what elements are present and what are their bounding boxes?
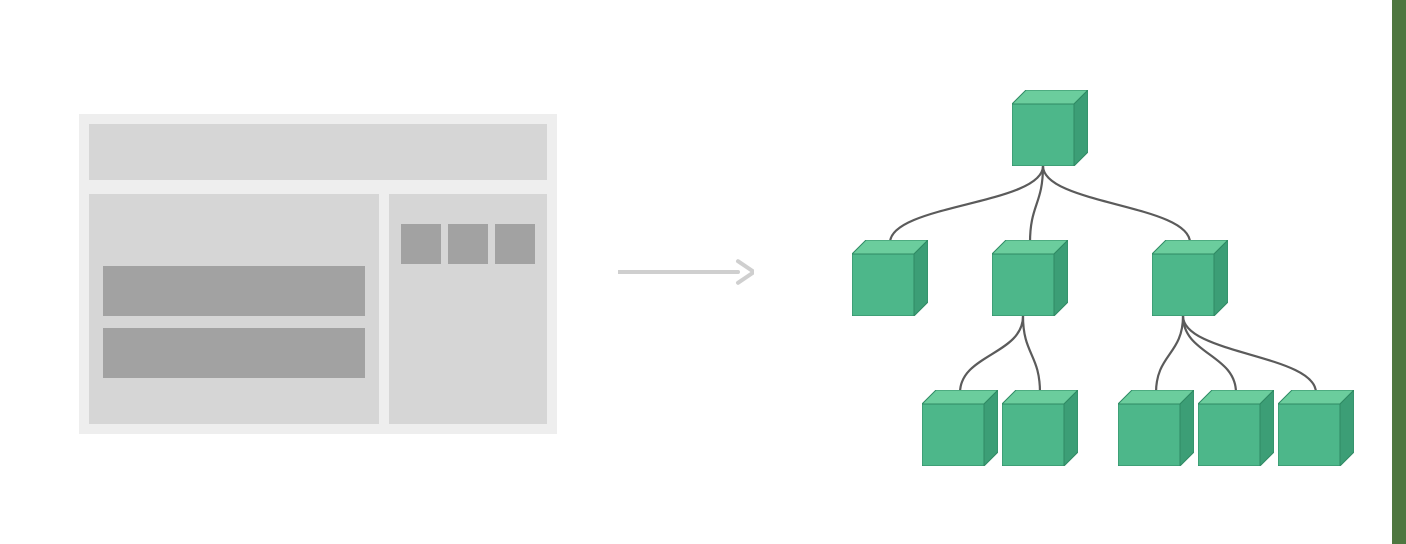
accent-bar <box>1392 0 1406 544</box>
webpage-wireframe <box>79 114 557 434</box>
transform-arrow-icon <box>618 254 754 295</box>
tree-node-c <box>1152 240 1228 316</box>
wireframe-sidebar-item-0 <box>401 224 441 264</box>
wireframe-sidebar-item-1 <box>448 224 488 264</box>
tree-node-c3 <box>1278 390 1354 466</box>
tree-node-b2 <box>1002 390 1078 466</box>
tree-node-b1 <box>922 390 998 466</box>
diagram-canvas <box>0 0 1406 544</box>
wireframe-content-row-0 <box>103 266 365 316</box>
wireframe-sidebar-item-2 <box>495 224 535 264</box>
dom-tree-diagram <box>780 60 1340 480</box>
tree-node-a <box>852 240 928 316</box>
tree-node-c1 <box>1118 390 1194 466</box>
wireframe-header <box>89 124 547 180</box>
tree-node-c2 <box>1198 390 1274 466</box>
wireframe-content-row-1 <box>103 328 365 378</box>
tree-node-root <box>1012 90 1088 166</box>
tree-node-b <box>992 240 1068 316</box>
